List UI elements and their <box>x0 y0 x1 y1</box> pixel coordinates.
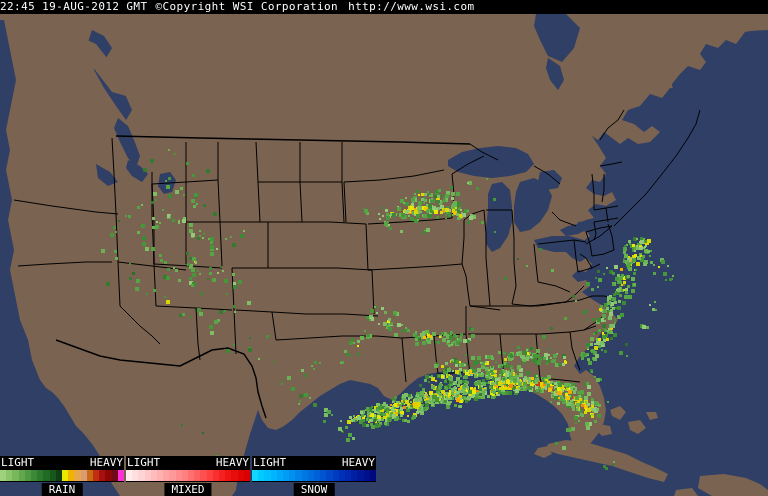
legend-swatch <box>237 470 244 481</box>
legend-gradient-snow <box>252 469 377 482</box>
legend-swatch <box>144 470 151 481</box>
legend-swatch <box>301 470 308 481</box>
legend-swatch <box>68 470 75 481</box>
legend-swatch <box>74 470 81 481</box>
legend-swatch <box>49 470 56 481</box>
legend-swatch <box>363 470 370 481</box>
legend-swatch <box>43 470 50 481</box>
legend-swatch <box>283 470 290 481</box>
legend-swatch <box>31 470 38 481</box>
legend-foot-snow: SNOW <box>252 482 376 496</box>
legend-swatch <box>132 470 139 481</box>
legend-heavy-label-rain: HEAVY <box>89 456 123 469</box>
legend-swatch <box>181 470 189 481</box>
legend-swatch <box>99 470 106 481</box>
legend-swatch <box>219 470 226 481</box>
legend-head-rain: LIGHT HEAVY <box>0 456 124 469</box>
legend-swatch <box>231 470 238 481</box>
radar-map[interactable] <box>0 14 768 496</box>
legend-swatch <box>194 470 201 481</box>
legend-swatch <box>163 470 170 481</box>
legend-swatch <box>126 470 133 481</box>
legend-swatch <box>93 470 100 481</box>
legend-swatch <box>314 470 321 481</box>
legend-swatch <box>150 470 158 481</box>
legend-swatch <box>12 470 19 481</box>
legend-swatch <box>258 470 265 481</box>
legend-swatch <box>55 470 63 481</box>
legend-swatch <box>157 470 164 481</box>
legend-swatch <box>175 470 182 481</box>
legend-swatch <box>212 470 220 481</box>
legend: LIGHT HEAVY RAIN LIGHT HEAVY MIXED LIGHT… <box>0 456 768 496</box>
header-copyright: ©Copyright WSI Corporation <box>155 0 339 13</box>
legend-swatch <box>225 470 232 481</box>
legend-swatch <box>345 470 352 481</box>
legend-gradient-rain <box>0 469 125 482</box>
legend-swatch <box>243 470 251 481</box>
legend-swatch <box>295 470 302 481</box>
legend-heavy-label-mixed: HEAVY <box>215 456 249 469</box>
legend-swatch <box>117 470 125 481</box>
legend-swatch <box>18 470 25 481</box>
legend-swatch <box>6 470 13 481</box>
legend-swatch <box>320 470 327 481</box>
legend-light-label-mixed: LIGHT <box>127 456 161 469</box>
header-timestamp: 22:45 19-AUG-2012 GMT <box>0 0 148 13</box>
legend-swatch <box>169 470 176 481</box>
legend-swatch <box>80 470 87 481</box>
legend-head-snow: LIGHT HEAVY <box>252 456 376 469</box>
legend-swatch <box>188 470 195 481</box>
legend-gradient-mixed <box>126 469 251 482</box>
legend-scale-snow: LIGHT HEAVY SNOW <box>252 456 377 496</box>
legend-swatch <box>351 470 358 481</box>
legend-title-snow: SNOW <box>293 483 335 496</box>
legend-head-mixed: LIGHT HEAVY <box>126 456 250 469</box>
legend-light-label-snow: LIGHT <box>253 456 287 469</box>
legend-swatch <box>326 470 333 481</box>
header-url: http://www.wsi.com <box>348 0 475 13</box>
legend-swatch <box>105 470 112 481</box>
legend-swatch <box>200 470 207 481</box>
legend-swatch <box>307 470 315 481</box>
legend-swatch <box>332 470 339 481</box>
legend-title-rain: RAIN <box>41 483 83 496</box>
legend-swatch <box>138 470 145 481</box>
legend-foot-rain: RAIN <box>0 482 124 496</box>
legend-swatch <box>369 470 377 481</box>
legend-swatch <box>276 470 284 481</box>
legend-swatch <box>338 470 346 481</box>
legend-swatch <box>37 470 44 481</box>
legend-heavy-label-snow: HEAVY <box>341 456 375 469</box>
legend-title-mixed: MIXED <box>164 483 212 496</box>
radar-map-canvas[interactable] <box>0 14 768 496</box>
legend-scale-mixed: LIGHT HEAVY MIXED <box>126 456 251 496</box>
legend-swatch <box>0 470 7 481</box>
legend-light-label-rain: LIGHT <box>1 456 35 469</box>
legend-swatch <box>252 470 259 481</box>
legend-swatch <box>24 470 32 481</box>
legend-swatch <box>111 470 118 481</box>
legend-swatch <box>357 470 364 481</box>
legend-swatch <box>289 470 296 481</box>
legend-swatch <box>264 470 271 481</box>
legend-swatch <box>206 470 213 481</box>
legend-scale-rain: LIGHT HEAVY RAIN <box>0 456 125 496</box>
legend-swatch <box>270 470 277 481</box>
header-bar: 22:45 19-AUG-2012 GMT ©Copyright WSI Corp… <box>0 0 768 14</box>
legend-foot-mixed: MIXED <box>126 482 250 496</box>
legend-swatch <box>62 470 69 481</box>
legend-swatch <box>86 470 94 481</box>
